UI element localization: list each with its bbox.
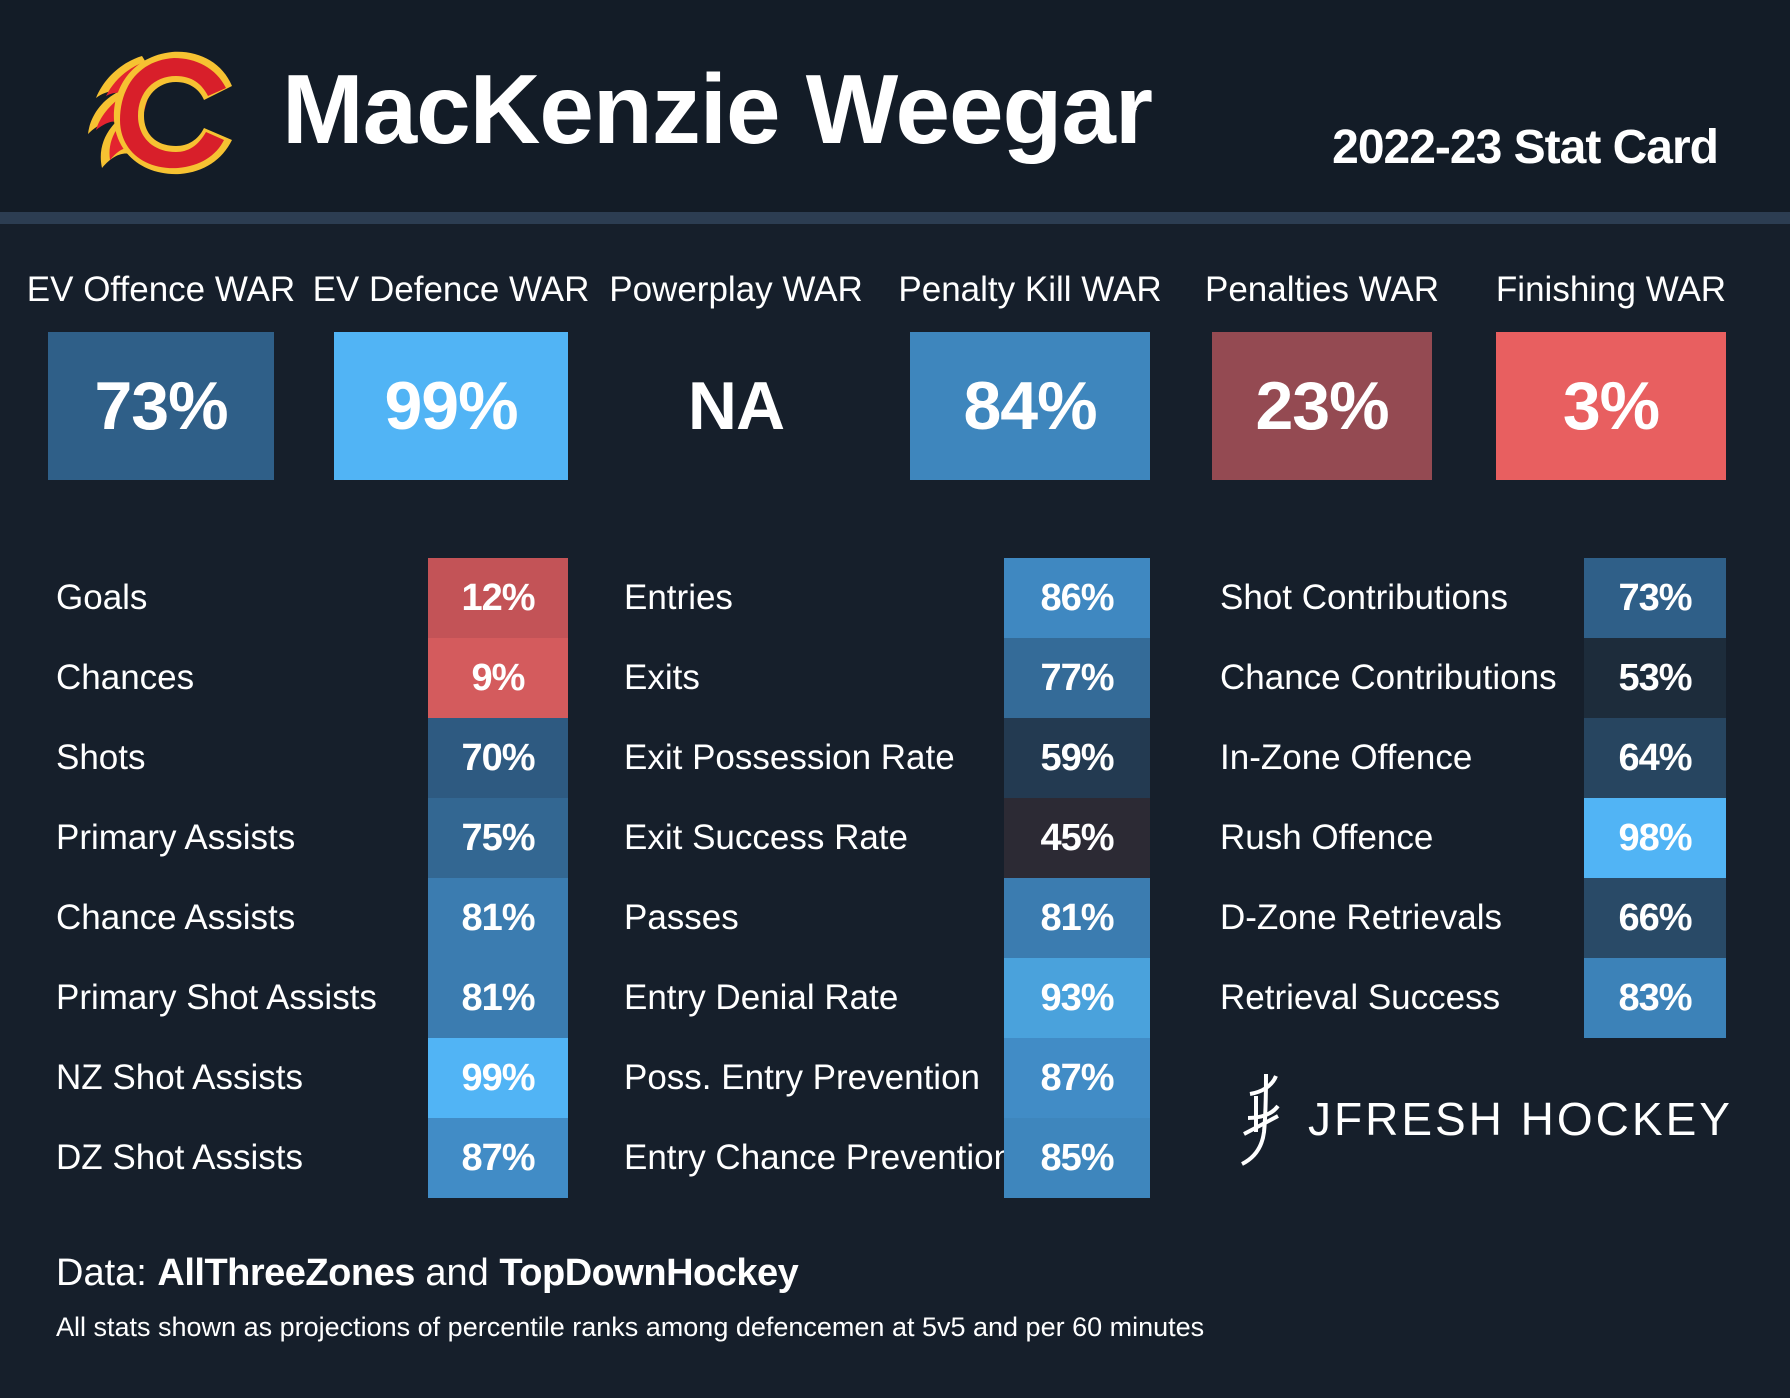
stat-percentile: 9% — [428, 638, 568, 718]
stat-percentile: 45% — [1004, 798, 1150, 878]
data-prefix: Data: — [56, 1252, 158, 1294]
stat-percentile: 59% — [1004, 718, 1150, 798]
war-value: 73% — [48, 332, 274, 480]
stat-percentile: 77% — [1004, 638, 1150, 718]
war-value: 84% — [910, 332, 1150, 480]
header-divider — [0, 212, 1790, 224]
stat-label: NZ Shot Assists — [56, 1058, 304, 1097]
stat-label: Shots — [56, 738, 146, 777]
data-source-allthreezones: AllThreeZones — [157, 1252, 415, 1294]
data-joiner: and — [414, 1252, 500, 1294]
stat-percentile: 93% — [1004, 958, 1150, 1038]
card-title: 2022-23 Stat Card — [1332, 121, 1719, 174]
stat-label: Passes — [624, 898, 739, 937]
chevron-down-icon[interactable] — [1122, 108, 1138, 118]
stat-percentile: 87% — [428, 1118, 568, 1198]
header — [0, 0, 1790, 212]
stat-percentile: 12% — [428, 558, 568, 638]
war-label: EV Defence WAR — [312, 270, 590, 309]
stat-percentile: 85% — [1004, 1118, 1150, 1198]
stat-label: Primary Shot Assists — [56, 978, 377, 1017]
stat-percentile: 53% — [1584, 638, 1726, 718]
stat-label: Primary Assists — [56, 818, 296, 857]
stat-label: Chance Contributions — [1220, 658, 1557, 697]
methodology-note: All stats shown as projections of percen… — [56, 1312, 1205, 1342]
stat-percentile: 98% — [1584, 798, 1726, 878]
stat-label: Entry Denial Rate — [624, 978, 899, 1017]
brand: JFRESH HOCKEY — [1236, 1070, 1730, 1170]
stat-percentile: 99% — [428, 1038, 568, 1118]
stat-label: Entry Chance Prevention — [624, 1138, 1014, 1177]
player-name: MacKenzie Weegar — [282, 54, 1153, 164]
stat-label: Chance Assists — [56, 898, 296, 937]
brand-name: JFRESH HOCKEY — [1308, 1093, 1733, 1145]
stat-label: Rush Offence — [1220, 818, 1434, 857]
stat-label: Exit Success Rate — [624, 818, 908, 857]
stat-label: Exits — [624, 658, 700, 697]
team-logo-icon — [88, 51, 232, 175]
stat-label: D-Zone Retrievals — [1220, 898, 1503, 937]
war-label: EV Offence WAR — [26, 270, 296, 309]
stat-percentile: 66% — [1584, 878, 1726, 958]
stat-label: Retrieval Success — [1220, 978, 1501, 1017]
stat-label: Entries — [624, 578, 733, 617]
stat-label: Goals — [56, 578, 148, 617]
stat-label: Exit Possession Rate — [624, 738, 955, 777]
stat-percentile: 83% — [1584, 958, 1726, 1038]
brand-logo-icon — [1241, 1073, 1280, 1166]
war-label: Finishing WAR — [1495, 270, 1727, 309]
stat-percentile: 64% — [1584, 718, 1726, 798]
stat-percentile: 81% — [1004, 878, 1150, 958]
stat-percentile: 81% — [428, 878, 568, 958]
war-label: Penalty Kill WAR — [898, 270, 1162, 309]
stat-percentile: 70% — [428, 718, 568, 798]
stat-label: Chances — [56, 658, 195, 697]
stat-percentile: 87% — [1004, 1038, 1150, 1118]
stat-percentile: 86% — [1004, 558, 1150, 638]
stat-percentile: 75% — [428, 798, 568, 878]
stat-percentile: 73% — [1584, 558, 1726, 638]
war-value: NA — [687, 368, 785, 444]
war-value: 99% — [334, 332, 568, 480]
stat-label: Poss. Entry Prevention — [624, 1058, 980, 1097]
war-value: 3% — [1496, 332, 1726, 480]
war-label: Powerplay WAR — [609, 270, 863, 309]
war-label: Penalties WAR — [1204, 270, 1440, 309]
stat-label: In-Zone Offence — [1220, 738, 1473, 777]
data-source-line: Data: AllThreeZones and TopDownHockey — [56, 1252, 799, 1295]
stat-label: Shot Contributions — [1220, 578, 1508, 617]
stat-percentile: 81% — [428, 958, 568, 1038]
war-value: 23% — [1212, 332, 1432, 480]
stat-label: DZ Shot Assists — [56, 1138, 304, 1177]
data-source-topdownhockey: TopDownHockey — [499, 1252, 799, 1294]
